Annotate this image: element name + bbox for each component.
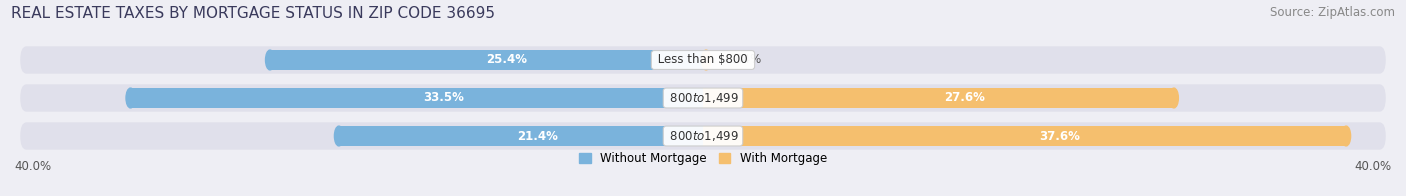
FancyBboxPatch shape (20, 84, 1386, 112)
Text: 37.6%: 37.6% (1039, 130, 1080, 142)
Circle shape (335, 126, 343, 146)
Text: 25.4%: 25.4% (485, 54, 527, 66)
Text: Source: ZipAtlas.com: Source: ZipAtlas.com (1270, 6, 1395, 19)
Text: 40.0%: 40.0% (14, 160, 51, 173)
Legend: Without Mortgage, With Mortgage: Without Mortgage, With Mortgage (574, 147, 832, 170)
FancyBboxPatch shape (20, 122, 1386, 150)
FancyBboxPatch shape (20, 46, 1386, 74)
Bar (703, 126, 1346, 146)
Text: 33.5%: 33.5% (423, 92, 464, 104)
Text: $800 to $1,499: $800 to $1,499 (666, 129, 740, 143)
Text: 27.6%: 27.6% (943, 92, 984, 104)
Circle shape (1341, 126, 1351, 146)
Circle shape (266, 50, 274, 70)
Bar (703, 88, 1174, 108)
Circle shape (127, 88, 135, 108)
Bar (339, 126, 703, 146)
Bar (270, 50, 703, 70)
Bar (131, 88, 703, 108)
Bar (703, 50, 706, 70)
Circle shape (702, 50, 710, 70)
Text: $800 to $1,499: $800 to $1,499 (666, 91, 740, 105)
Circle shape (1170, 88, 1178, 108)
Text: Less than $800: Less than $800 (654, 54, 752, 66)
Text: 0.44%: 0.44% (724, 54, 762, 66)
Text: 40.0%: 40.0% (1355, 160, 1392, 173)
Text: 21.4%: 21.4% (516, 130, 558, 142)
Text: REAL ESTATE TAXES BY MORTGAGE STATUS IN ZIP CODE 36695: REAL ESTATE TAXES BY MORTGAGE STATUS IN … (11, 6, 495, 21)
